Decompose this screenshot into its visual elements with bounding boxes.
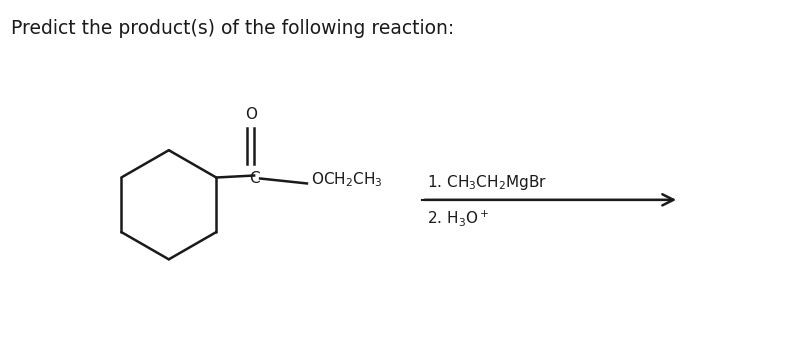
Text: 1. CH$_3$CH$_2$MgBr: 1. CH$_3$CH$_2$MgBr [427,173,547,192]
Text: O: O [245,108,257,122]
Text: OCH$_2$CH$_3$: OCH$_2$CH$_3$ [311,170,382,189]
Text: C: C [249,171,259,186]
Text: Predict the product(s) of the following reaction:: Predict the product(s) of the following … [11,19,454,38]
Text: 2. H$_3$O$^+$: 2. H$_3$O$^+$ [427,208,489,228]
